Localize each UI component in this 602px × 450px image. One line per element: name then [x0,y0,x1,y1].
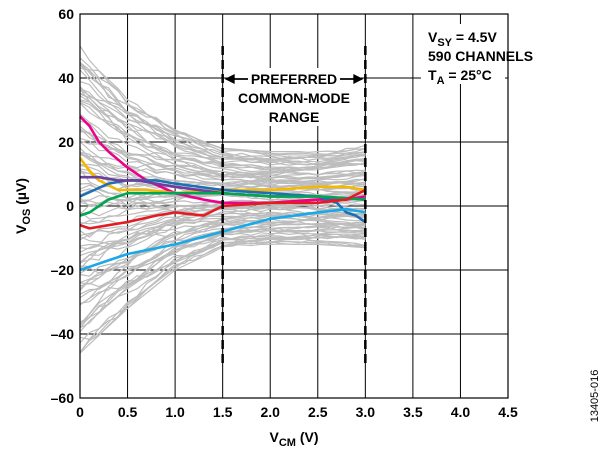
channel-curve [79,140,366,180]
x-tick-label: 1.5 [213,404,233,420]
y-tick-label: 60 [58,6,74,22]
y-axis-title: VOS (µV) [13,178,33,234]
supply-voltage-label: VSY = 4.5V [428,29,497,49]
x-tick-label: 3.5 [403,404,423,420]
channel-curve [79,147,366,187]
arrow-left-icon [224,74,235,84]
range-label-background [234,68,354,126]
x-tick-label: 1.0 [165,404,185,420]
preferred-range-label: COMMON-MODE [238,90,350,106]
temperature-label: TA = 25°C [428,67,492,87]
annotation-background [421,24,505,84]
y-tick-label: –20 [51,262,75,278]
x-tick-label: 2.5 [308,404,328,420]
preferred-range-label: PREFERRED [251,71,337,87]
x-tick-label: 0 [76,404,84,420]
series-line [79,207,366,272]
channel-curve [79,222,366,290]
y-tick-labels: 60 40 20 0 –20 –40 –60 [51,6,75,406]
figure-id: 13405-016 [589,370,601,423]
y-tick-label: 0 [66,198,74,214]
x-tick-label: 4.5 [498,404,518,420]
channel-count-label: 590 CHANNELS [428,48,533,64]
channel-curve [79,210,366,268]
x-tick-label: 4.0 [451,404,471,420]
series-line [79,191,366,217]
x-tick-label: 0.5 [118,404,138,420]
series-line [78,157,366,195]
preferred-range-label: RANGE [269,109,320,125]
arrow-right-icon [353,74,364,84]
y-tick-label: 40 [58,70,74,86]
x-tick-label: 3.0 [356,404,376,420]
range-arrows [224,74,364,84]
plot-frame [79,13,509,399]
y-tick-label: –40 [51,326,75,342]
x-tick-label: 2.0 [260,404,280,420]
x-tick-labels: 0 0.5 1.0 1.5 2.0 2.5 3.0 3.5 4.0 4.5 [76,404,518,420]
x-axis-title: VCM (V) [269,429,318,449]
y-tick-label: 20 [58,134,74,150]
channel-curve [79,213,366,263]
series-line [79,188,366,230]
y-tick-label: –60 [51,390,75,406]
preferred-range-bounds [221,46,367,366]
